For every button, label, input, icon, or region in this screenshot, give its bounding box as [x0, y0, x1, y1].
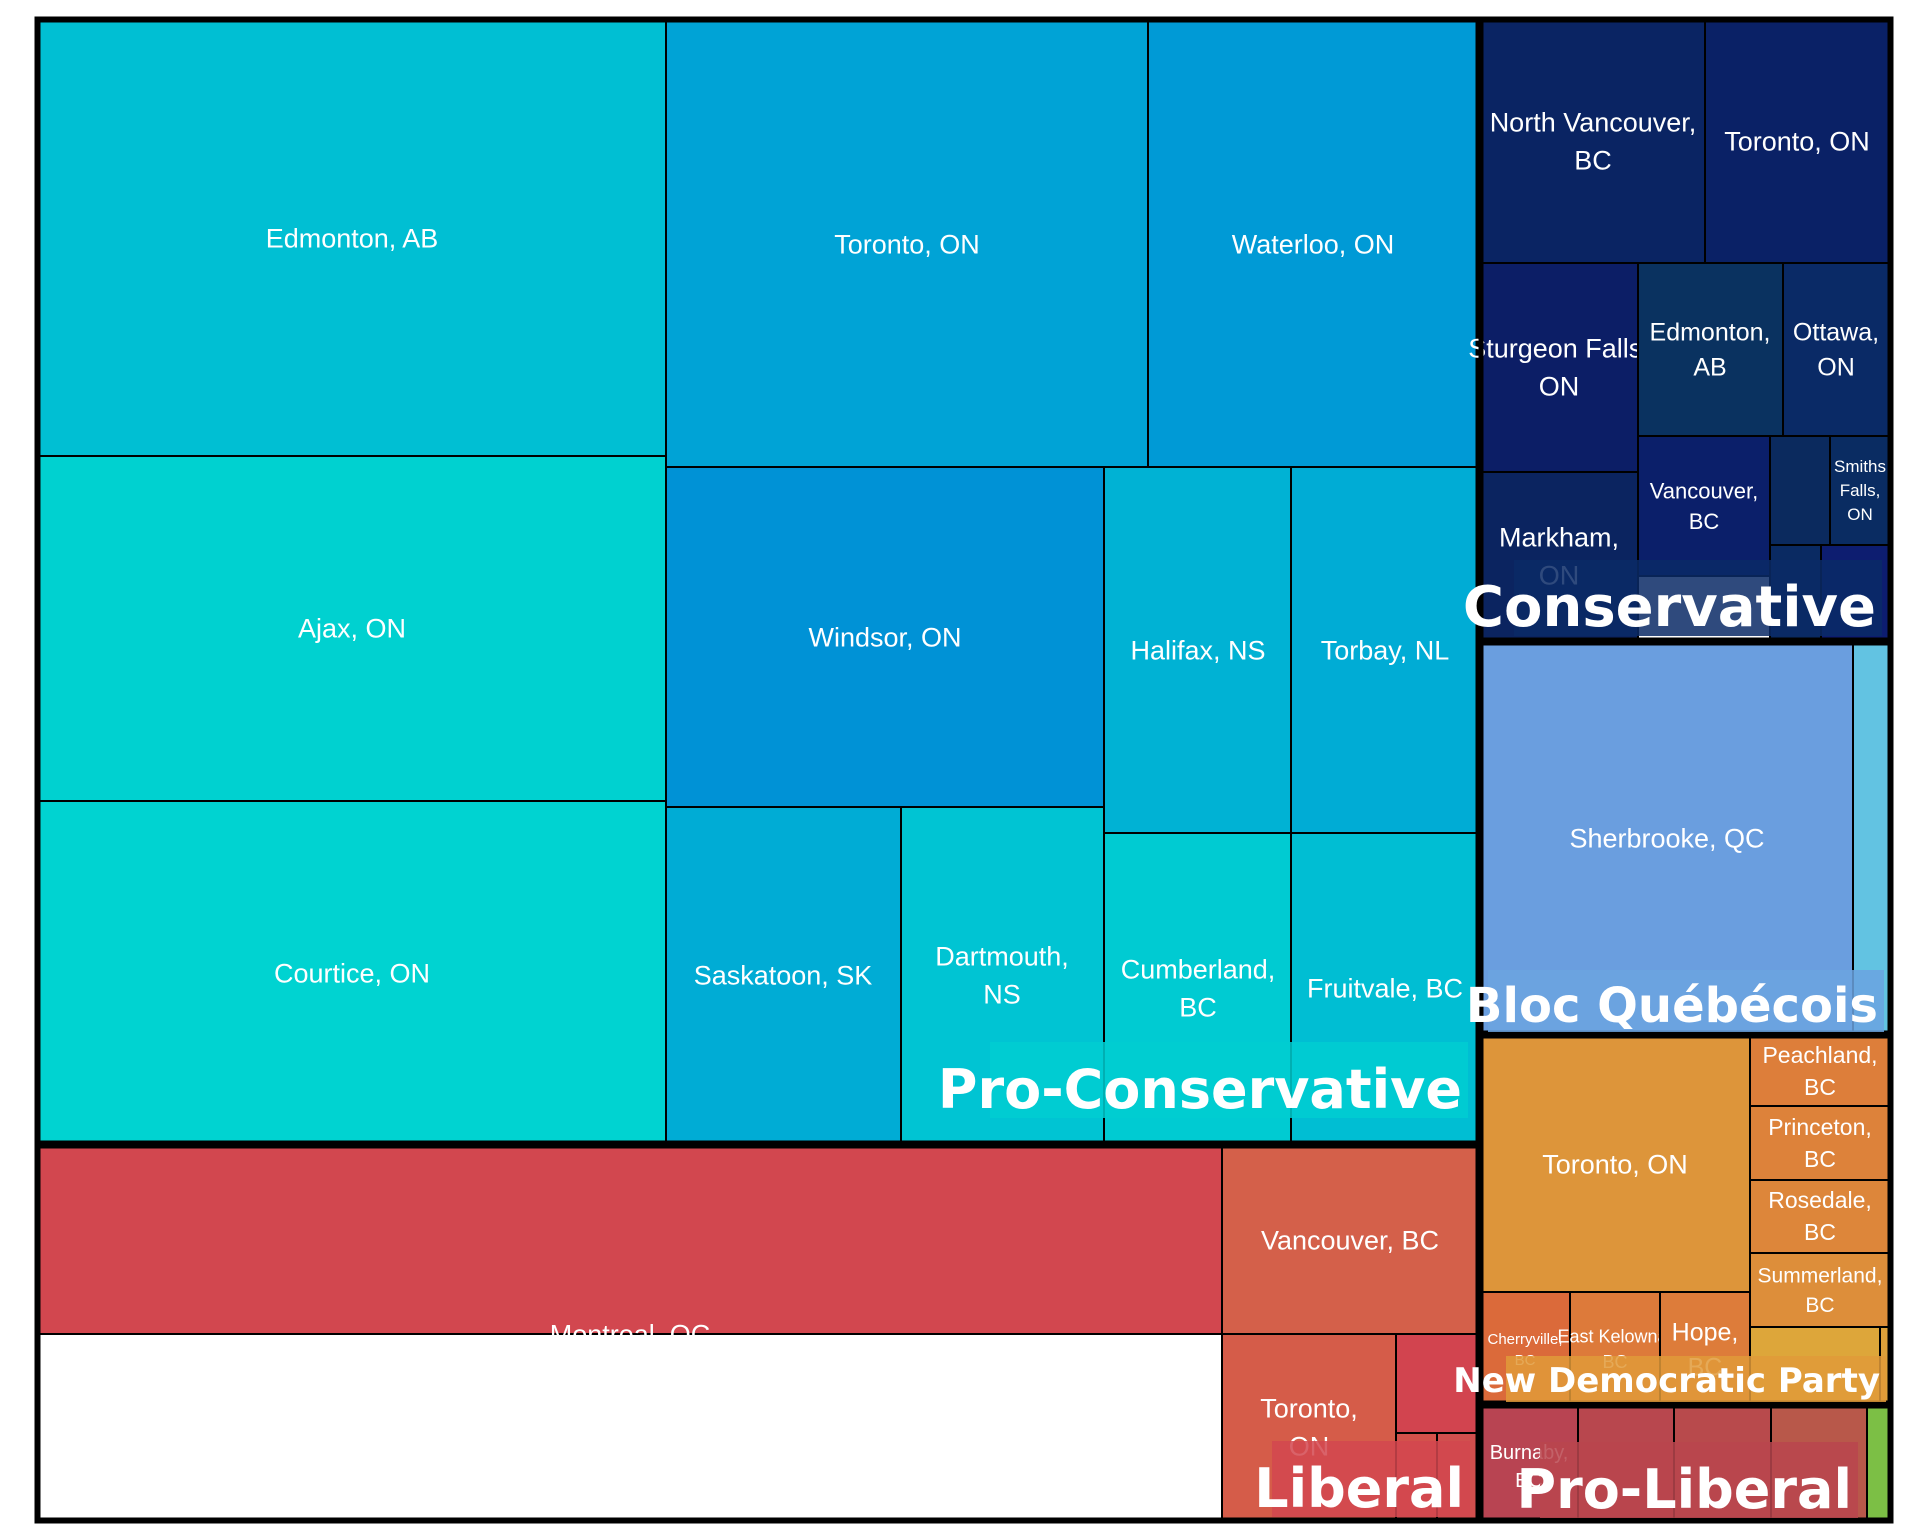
tile-new-democratic-party-2: [1749, 1105, 1891, 1181]
group-bloc-qu-b-cois: Sherbrooke, QC Bloc Québécois: [1466, 640, 1893, 1036]
tile-conservative-2: [1480, 262, 1639, 473]
tile-label: Dartmouth, NS: [935, 942, 1069, 1010]
tile-pro-conservative-1: [37, 455, 667, 802]
group-label: Conservative: [1463, 575, 1876, 640]
tile-pro-conservative-7: [1290, 466, 1479, 834]
tile-label: Peachland, BC: [1762, 1042, 1877, 1100]
tile-liberal-1: [1221, 1145, 1479, 1335]
tile-new-democratic-party-4: [1749, 1252, 1891, 1328]
tile-label: Cumberland, BC: [1121, 955, 1276, 1023]
group-label: Pro-Liberal: [1517, 1458, 1853, 1521]
tile-pro-liberal-4: [1866, 1405, 1891, 1521]
group-label-background: [1506, 1356, 1886, 1402]
tile-label: Summerland, BC: [1758, 1265, 1883, 1317]
tile-label: Windsor, ON: [808, 622, 961, 652]
tile-pro-conservative-5: [665, 466, 1105, 808]
tile-label: Vancouver, BC: [1650, 478, 1758, 534]
tile-label: Courtice, ON: [274, 958, 430, 988]
group-label: Pro-Conservative: [938, 1058, 1462, 1121]
tile-conservative-6: [1637, 435, 1771, 577]
tile-label: Ajax, ON: [298, 613, 406, 643]
tile-label: Fruitvale, BC: [1307, 973, 1463, 1003]
tile-conservative-7: [1769, 435, 1831, 546]
group-label-background: [1488, 970, 1884, 1032]
tile-pro-conservative-4: [1147, 19, 1479, 468]
group-label-background: [990, 1042, 1468, 1118]
tile-label: Sturgeon Falls, ON: [1468, 334, 1650, 402]
tile-new-democratic-party-1: [1749, 1035, 1891, 1107]
tile-label: Edmonton, AB: [1650, 318, 1771, 381]
group-pro-conservative: Edmonton, AB Ajax, ON Courtice, ON Toronto,…: [35, 17, 1481, 1146]
tile-label: Toronto, ON: [1724, 126, 1870, 156]
tile-label: Torbay, NL: [1321, 635, 1450, 665]
chart-frame: [34, 16, 1894, 1524]
tile-label: Vancouver, BC: [1261, 1225, 1439, 1255]
group-label-background: [1514, 560, 1882, 636]
tile-label: Smiths Falls, ON: [1834, 457, 1886, 524]
tile-new-democratic-party-3: [1749, 1179, 1891, 1254]
tile-liberal-3: [1395, 1333, 1479, 1434]
tile-label: Toronto, ON: [1542, 1149, 1688, 1179]
tile-label: Rosedale, BC: [1768, 1187, 1872, 1245]
group-conservative: North Vancouver, BC Toronto, ON Sturgeon Fa…: [1463, 17, 1893, 643]
group-label: Liberal: [1254, 1457, 1464, 1520]
tile-conservative-1: [1704, 19, 1891, 264]
tile-conservative-4: [1782, 262, 1891, 437]
tile-label: Sherbrooke, QC: [1569, 823, 1764, 853]
tile-pro-conservative-2: [37, 800, 667, 1144]
tile-label: North Vancouver, BC: [1490, 108, 1697, 176]
group-label: New Democratic Party: [1453, 1361, 1880, 1401]
tile-label: Ottawa, ON: [1793, 318, 1879, 381]
tile-label: Halifax, NS: [1130, 635, 1265, 665]
tile-pro-conservative-0: [37, 19, 667, 457]
group-new-democratic-party: Toronto, ON Peachland, BC Princeton, BC Rosed…: [1453, 1033, 1893, 1406]
tile-label: Waterloo, ON: [1232, 229, 1395, 259]
tile-label: Edmonton, AB: [266, 223, 439, 253]
group-label-background: [1540, 1442, 1858, 1518]
group-label-background: [1272, 1441, 1470, 1517]
tile-label: Montreal, QC: [550, 1319, 711, 1349]
tile-conservative-0: [1480, 19, 1706, 264]
tile-label: Saskatoon, SK: [694, 960, 873, 990]
tile-conservative-8: [1829, 435, 1891, 546]
tile-liberal-0: [37, 1145, 1223, 1335]
tile-label: Princeton, BC: [1768, 1114, 1872, 1172]
tile-label: Toronto, ON: [834, 229, 980, 259]
group-label: Bloc Québécois: [1466, 978, 1878, 1034]
tile-new-democratic-party-0: [1480, 1035, 1751, 1293]
tile-conservative-3: [1637, 262, 1784, 437]
tile-pro-conservative-3: [665, 19, 1149, 468]
